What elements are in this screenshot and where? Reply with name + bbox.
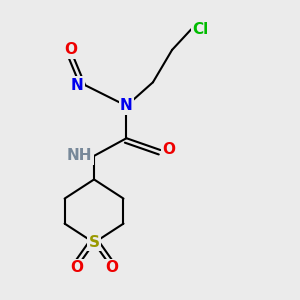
Text: N: N (120, 98, 133, 113)
Text: O: O (64, 42, 77, 57)
Text: N: N (71, 78, 84, 93)
Text: O: O (162, 142, 175, 158)
Text: NH: NH (67, 148, 93, 164)
Text: S: S (88, 235, 100, 250)
Text: O: O (105, 260, 118, 275)
Text: Cl: Cl (193, 22, 209, 37)
Text: O: O (70, 260, 83, 275)
